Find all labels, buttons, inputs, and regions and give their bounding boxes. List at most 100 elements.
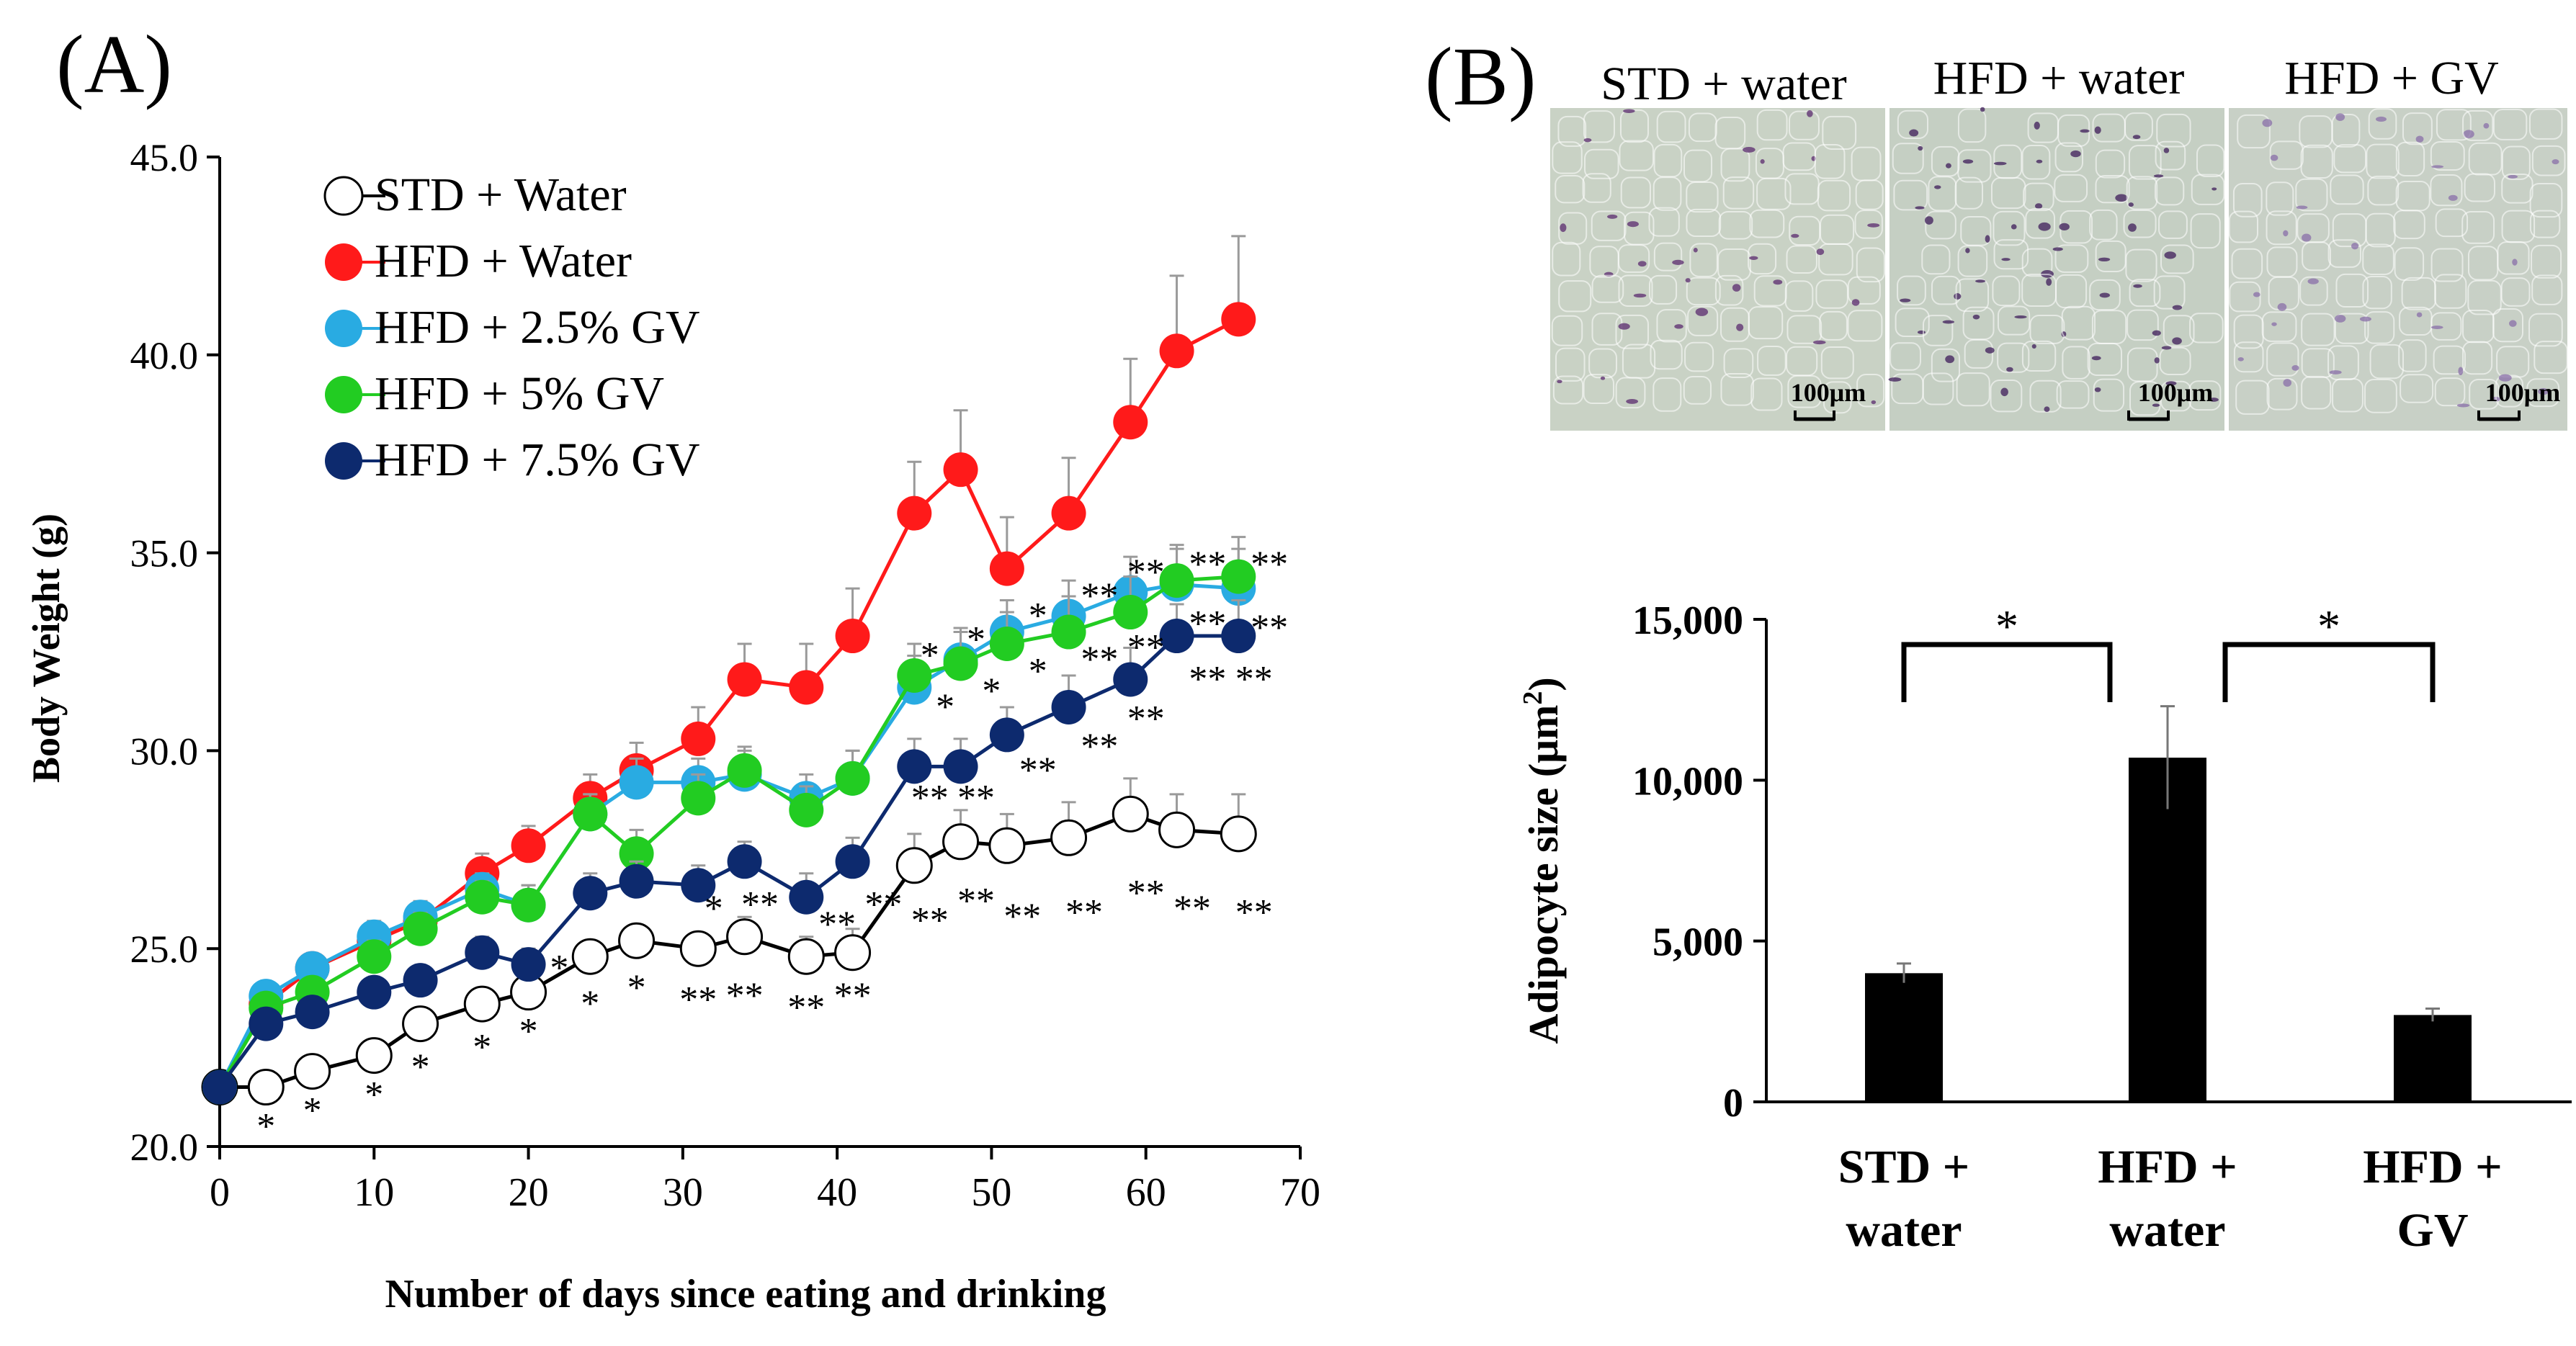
- cell-outline: [1922, 372, 1954, 405]
- significance-mark: **: [741, 884, 779, 925]
- stain-spot: [2011, 224, 2017, 230]
- cell-outline: [2233, 341, 2264, 373]
- data-point: [511, 887, 546, 923]
- stain-spot: [2431, 165, 2444, 169]
- cell-outline: [1990, 380, 2023, 413]
- bracket-star: *: [2317, 601, 2340, 652]
- stain-spot: [2080, 129, 2090, 133]
- significance-mark: *: [705, 889, 723, 930]
- stain-spot: [2091, 356, 2101, 361]
- y-axis-label: Body Weight (g): [24, 513, 68, 783]
- cell-outline: [2393, 210, 2425, 240]
- cell-outline: [1893, 179, 1928, 211]
- data-point: [1159, 333, 1194, 369]
- cell-outline: [1656, 110, 1686, 143]
- cell-outline: [2529, 182, 2563, 218]
- stain-spot: [1946, 163, 1951, 169]
- cell-outline: [2501, 174, 2533, 204]
- y-tick-label: 30.0: [130, 730, 199, 773]
- data-point: [835, 619, 870, 654]
- significance-mark: *: [967, 619, 985, 660]
- cell-outline: [2301, 313, 2335, 346]
- stain-spot: [2456, 403, 2470, 408]
- legend-item-std-water: STD + Water: [323, 169, 627, 221]
- data-point: [1221, 302, 1256, 337]
- cell-outline: [1688, 112, 1717, 143]
- cell-outline: [1555, 175, 1586, 204]
- cell-outline: [1684, 341, 1714, 372]
- cell-outline: [2430, 174, 2463, 207]
- significance-mark: **: [1003, 897, 1041, 938]
- significance-brackets: * *: [1901, 601, 2436, 702]
- cell-outline: [1787, 374, 1822, 408]
- x-axis-ticks: 0 10 20 30 40 50 60 70: [210, 1147, 1320, 1215]
- cell-outline: [2500, 277, 2531, 307]
- scale-bar-label-hfd-gv: 100μm: [2485, 378, 2560, 407]
- cell-outline: [1591, 274, 1624, 303]
- significance-mark: **: [911, 778, 949, 819]
- cell-outline: [2093, 378, 2125, 412]
- data-point: [789, 792, 824, 827]
- significance-mark: **: [834, 976, 872, 1017]
- cell-outline: [2029, 380, 2062, 413]
- cell-outline: [2526, 378, 2560, 408]
- significance-mark: *: [365, 1074, 383, 1116]
- cell-outline: [2055, 274, 2088, 309]
- stain-spot: [2351, 243, 2359, 250]
- cell-outline: [1822, 115, 1857, 150]
- cell-outline: [2330, 174, 2364, 205]
- data-point: [571, 938, 609, 975]
- cell-outline: [2331, 114, 2361, 148]
- stain-spot: [2335, 315, 2346, 323]
- cell-outline: [1922, 315, 1954, 346]
- cell-outline: [2153, 275, 2186, 310]
- cell-outline: [2235, 380, 2270, 415]
- bar-y-axis-label-base: Adipocyte size (μm: [1520, 705, 1567, 1044]
- micrograph-title-hfd-water: HFD + water: [1933, 52, 2185, 104]
- cell-outline: [1653, 176, 1682, 211]
- cell-outline: [2125, 248, 2157, 282]
- stain-spot: [1623, 109, 1635, 113]
- cell-outline: [2095, 174, 2130, 204]
- cell-outline: [2501, 145, 2531, 180]
- stain-spot: [1954, 293, 1962, 300]
- cell-outline: [2229, 281, 2261, 313]
- cell-outline: [2158, 210, 2188, 239]
- stain-spot: [1791, 233, 1799, 238]
- bar-y-tick-label: 10,000: [1632, 759, 1743, 804]
- cell-outline: [2156, 113, 2191, 148]
- data-point: [897, 495, 932, 531]
- x-tick-label: 10: [354, 1170, 394, 1215]
- data-point: [403, 963, 438, 998]
- data-point: [403, 911, 438, 946]
- cell-outline: [1717, 248, 1751, 281]
- x-tick-label: 50: [971, 1170, 1011, 1215]
- cell-outline: [2129, 381, 2161, 416]
- cell-outline: [2469, 379, 2500, 410]
- stain-spot: [1685, 278, 1691, 283]
- cell-outline: [2266, 210, 2297, 246]
- legend-item-hfd-7-5-gv: HFD + 7.5% GV: [325, 434, 700, 486]
- significance-mark: **: [864, 884, 902, 925]
- cell-outline: [1619, 109, 1649, 143]
- data-point: [465, 935, 500, 970]
- cell-outline: [1786, 315, 1823, 344]
- significance-mark: **: [787, 987, 825, 1028]
- cell-outline: [1686, 208, 1722, 238]
- stain-spot: [2262, 119, 2273, 127]
- legend-label-hfd-2-5-gv: HFD + 2.5% GV: [375, 301, 700, 354]
- bar-y-tick-label: 5,000: [1653, 920, 1743, 965]
- cell-outline: [2237, 114, 2271, 149]
- significance-mark: **: [1127, 873, 1165, 914]
- data-point: [1051, 689, 1086, 724]
- significance-mark: *: [473, 1027, 491, 1068]
- cell-outline: [2190, 213, 2221, 249]
- data-point: [463, 985, 501, 1023]
- cell-outline: [2025, 207, 2055, 239]
- cell-outline: [1748, 243, 1777, 275]
- data-point: [249, 1006, 284, 1041]
- cell-outline: [1818, 243, 1853, 276]
- data-point: [573, 797, 608, 832]
- cell-outline: [1956, 372, 1990, 407]
- cell-outline: [2155, 140, 2186, 171]
